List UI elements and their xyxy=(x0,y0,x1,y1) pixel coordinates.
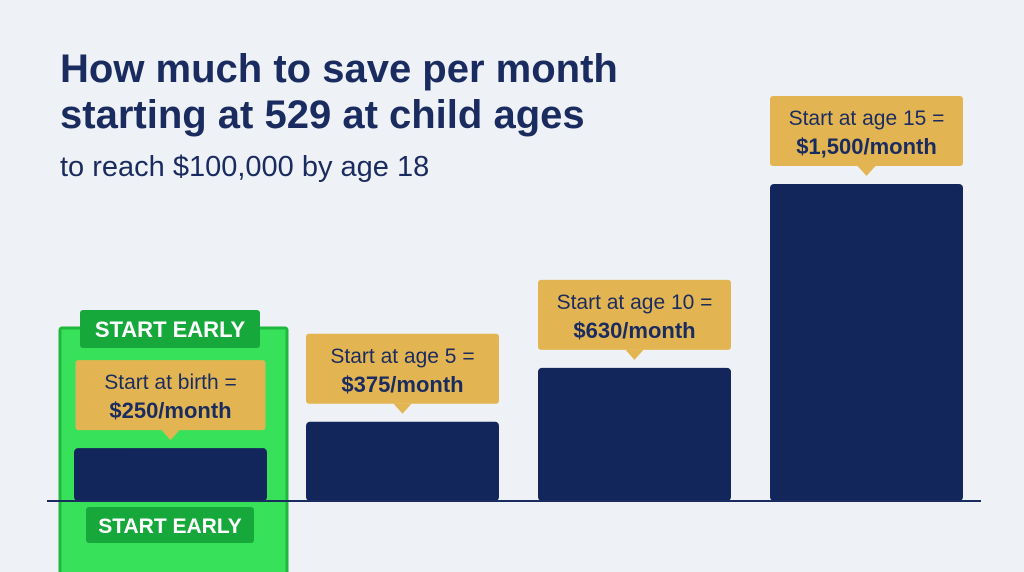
bar-3 xyxy=(538,367,731,501)
callout-box-1 xyxy=(75,360,266,431)
chart-title: How much to save per month starting at 5… xyxy=(60,47,618,137)
start-early-label-top: START EARLY xyxy=(95,317,246,342)
start-early-label-bottom: START EARLY xyxy=(98,515,242,538)
callout-box-3 xyxy=(538,279,731,350)
callout-box-4 xyxy=(770,96,963,166)
callout-line1-3: Start at age 10 = xyxy=(557,291,713,314)
callout-value-2: $375/month xyxy=(341,372,463,397)
callout-pointer-2 xyxy=(393,403,412,414)
bar-1 xyxy=(74,448,267,501)
callout-pointer-1 xyxy=(161,430,180,441)
callout-value-3: $630/month xyxy=(573,318,695,343)
callout-line1-2: Start at age 5 = xyxy=(330,345,474,368)
callout-pointer-4 xyxy=(857,166,876,176)
callout-line1-1: Start at birth = xyxy=(104,371,236,394)
callout-line1-4: Start at age 15 = xyxy=(789,107,945,130)
chart-subtitle: to reach $100,000 by age 18 xyxy=(60,151,430,183)
bar-2 xyxy=(306,421,499,501)
bar-4 xyxy=(770,184,963,501)
start-early-badge-top xyxy=(80,310,260,348)
callout-value-4: $1,500/month xyxy=(796,134,937,159)
callout-value-1: $250/month xyxy=(109,398,231,423)
callout-pointer-3 xyxy=(625,349,644,360)
start-early-badge-bottom xyxy=(86,507,254,543)
callout-box-2 xyxy=(306,333,499,404)
